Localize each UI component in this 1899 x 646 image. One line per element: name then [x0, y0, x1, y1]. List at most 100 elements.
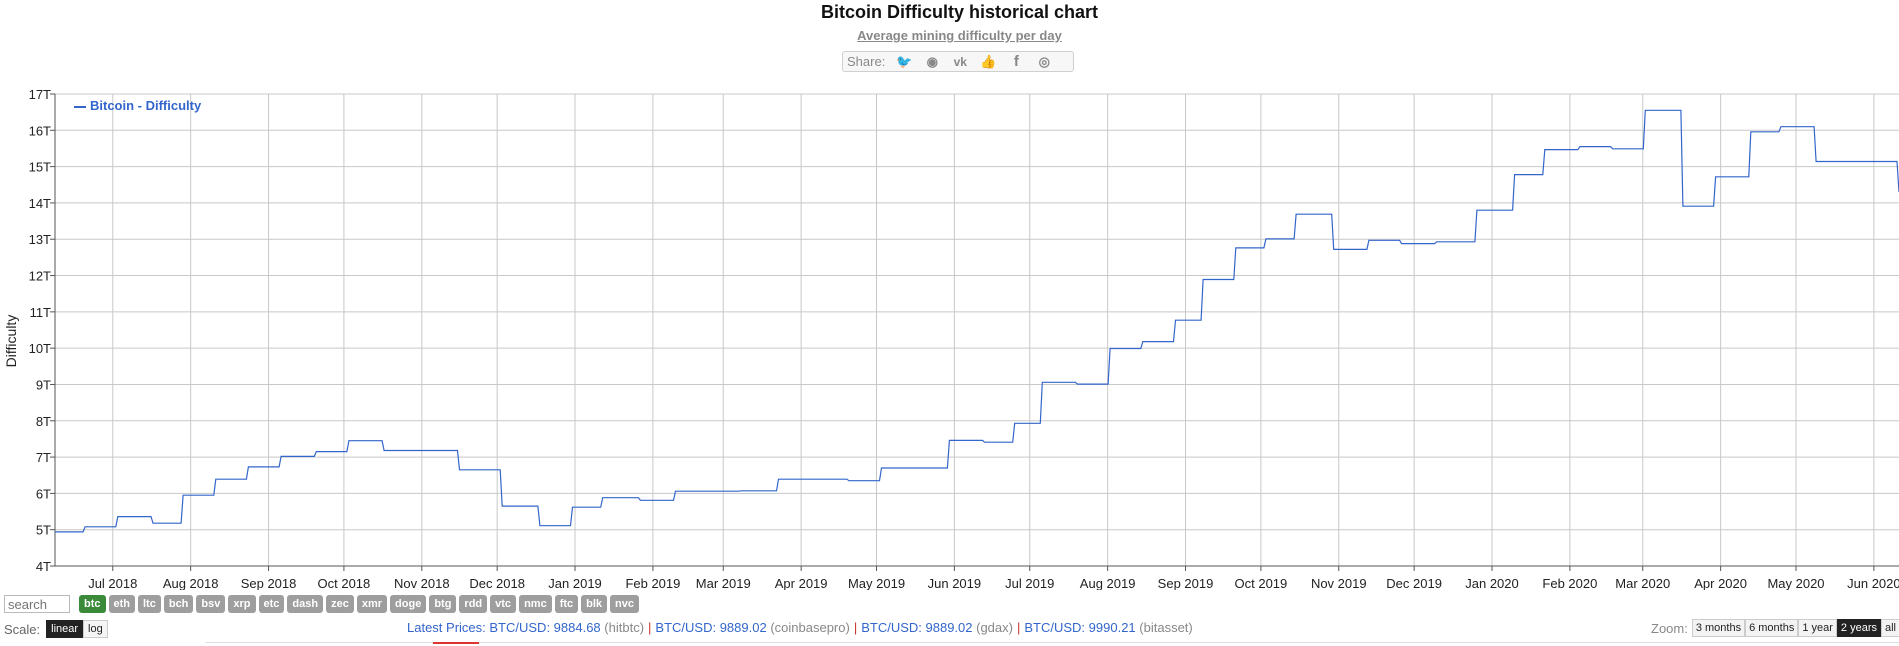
legend-swatch — [74, 105, 86, 108]
coin-button-rdd[interactable]: rdd — [459, 595, 488, 613]
zoom-6-months-button[interactable]: 6 months — [1745, 619, 1799, 637]
x-tick-label: Nov 2018 — [394, 576, 450, 590]
price-gdax[interactable]: BTC/USD: 9889.02 — [861, 620, 973, 635]
zoom-label: Zoom: — [1651, 620, 1688, 636]
twitter-icon[interactable]: 🐦 — [896, 53, 913, 69]
x-tick-label: Dec 2018 — [469, 576, 525, 590]
coin-button-xmr[interactable]: xmr — [356, 595, 388, 613]
y-tick-label: 10T — [29, 341, 51, 356]
price-coinbasepro[interactable]: BTC/USD: 9889.02 — [655, 620, 767, 635]
x-tick-label: Aug 2019 — [1080, 576, 1136, 590]
x-tick-label: Jul 2018 — [88, 576, 137, 590]
y-tick-label: 13T — [29, 232, 51, 247]
x-tick-label: Mar 2019 — [696, 576, 751, 590]
divider — [205, 642, 1899, 643]
y-tick-label: 17T — [29, 87, 51, 102]
coin-button-etc[interactable]: etc — [258, 595, 285, 613]
scale-linear-button[interactable]: linear — [46, 620, 84, 638]
price-bitasset[interactable]: BTC/USD: 9990.21 — [1024, 620, 1136, 635]
coin-button-zec[interactable]: zec — [326, 595, 354, 613]
coin-button-nvc[interactable]: nvc — [610, 595, 640, 613]
separator: | — [853, 620, 858, 635]
latest-prices-label: Latest Prices: — [407, 620, 486, 635]
x-tick-label: Mar 2020 — [1615, 576, 1670, 590]
zoom-1-year-button[interactable]: 1 year — [1798, 619, 1837, 637]
x-tick-label: May 2020 — [1767, 576, 1824, 590]
plot-area — [55, 94, 1899, 566]
y-tick-label: 12T — [29, 269, 51, 284]
legend[interactable]: Bitcoin - Difficulty — [74, 98, 201, 113]
coin-button-xrp[interactable]: xrp — [228, 595, 256, 613]
price-source: (bitasset) — [1139, 620, 1193, 635]
x-tick-label: Jul 2019 — [1005, 576, 1054, 590]
x-tick-label: Jun 2019 — [928, 576, 982, 590]
zoom-3-months-button[interactable]: 3 months — [1691, 619, 1746, 637]
coin-button-blk[interactable]: blk — [581, 595, 608, 613]
coin-button-bch[interactable]: bch — [163, 595, 194, 613]
price-source: (gdax) — [976, 620, 1013, 635]
y-tick-label: 15T — [29, 160, 51, 175]
search-input[interactable] — [4, 595, 70, 613]
coin-button-btg[interactable]: btg — [429, 595, 457, 613]
facebook-icon[interactable]: f — [1013, 53, 1019, 70]
zoom-all-time-button[interactable]: all ti — [1881, 619, 1899, 637]
like-icon[interactable]: 👍 — [980, 53, 997, 69]
zoom-row: Zoom: 3 months 6 months 1 year 2 years a… — [1651, 619, 1899, 637]
y-axis-label: Difficulty — [3, 314, 19, 368]
y-tick-label: 14T — [29, 196, 51, 211]
x-tick-label: Apr 2020 — [1694, 576, 1747, 590]
price-source: (hitbtc) — [604, 620, 645, 635]
x-tick-label: Oct 2019 — [1235, 576, 1288, 590]
scale-log-button[interactable]: log — [83, 620, 108, 638]
chart-title: Bitcoin Difficulty historical chart — [820, 2, 1099, 22]
x-tick-label: Nov 2019 — [1311, 576, 1367, 590]
vk-icon[interactable]: vk — [953, 54, 967, 69]
coin-button-ltc[interactable]: ltc — [138, 595, 161, 613]
zoom-2-years-button[interactable]: 2 years — [1836, 619, 1881, 637]
reddit-icon[interactable]: ◉ — [926, 53, 938, 69]
legend-label: Bitcoin - Difficulty — [90, 98, 202, 113]
coin-button-dash[interactable]: dash — [287, 595, 324, 613]
coin-button-vtc[interactable]: vtc — [490, 595, 517, 613]
y-tick-label: 5T — [36, 523, 51, 538]
y-tick-label: 11T — [30, 305, 51, 320]
x-tick-label: Sep 2018 — [241, 576, 297, 590]
separator: | — [648, 620, 652, 635]
coin-button-eth[interactable]: eth — [108, 595, 135, 613]
x-tick-label: Sep 2019 — [1158, 576, 1214, 590]
coin-button-ftc[interactable]: ftc — [554, 595, 579, 613]
x-tick-label: May 2019 — [848, 576, 905, 590]
y-tick-label: 9T — [36, 377, 51, 392]
x-tick-label: Feb 2020 — [1542, 576, 1597, 590]
coin-button-nmc[interactable]: nmc — [519, 595, 552, 613]
x-tick-label: Feb 2019 — [625, 576, 680, 590]
share-bar: Share: 🐦 ◉ vk 👍 f ◎ — [842, 51, 1074, 72]
difficulty-chart[interactable]: 4T 5T 6T 7T 8T 9T 10T 11T 12T 13T 14T 15T 16T 17T Jul … — [0, 0, 1899, 590]
scale-row: Scale: linear log — [4, 620, 108, 638]
separator: | — [1016, 620, 1021, 635]
coin-button-btc[interactable]: btc — [79, 595, 106, 613]
x-tick-label: Jun 2020 — [1847, 576, 1899, 590]
coin-button-bsv[interactable]: bsv — [196, 595, 226, 613]
y-tick-label: 8T — [36, 414, 51, 429]
x-tick-label: Apr 2019 — [775, 576, 828, 590]
coin-list: btc eth ltc bch bsv xrp etc dash zec xmr doge btg rd… — [79, 595, 640, 613]
x-tick-label: Jan 2019 — [548, 576, 602, 590]
x-tick-label: Dec 2019 — [1386, 576, 1442, 590]
chart-subtitle[interactable]: Average mining difficulty per day — [857, 28, 1062, 43]
y-tick-label: 6T — [36, 486, 51, 501]
y-tick-label: 16T — [29, 123, 51, 138]
y-tick-label: 4T — [36, 559, 51, 574]
y-tick-label: 7T — [36, 450, 51, 465]
series-line-0[interactable] — [55, 109, 1899, 533]
x-tick-label: Oct 2018 — [318, 576, 371, 590]
share-label: Share: — [847, 54, 886, 69]
scale-label: Scale: — [4, 621, 41, 637]
weibo-icon[interactable]: ◎ — [1038, 53, 1050, 69]
active-tab-indicator — [433, 642, 479, 644]
latest-prices: Latest Prices: BTC/USD: 9884.68 (hitbtc)… — [407, 620, 1193, 635]
price-source: (coinbasepro) — [770, 620, 850, 635]
price-hitbtc[interactable]: BTC/USD: 9884.68 — [489, 620, 601, 635]
x-tick-label: Aug 2018 — [163, 576, 219, 590]
coin-button-doge[interactable]: doge — [390, 595, 427, 613]
